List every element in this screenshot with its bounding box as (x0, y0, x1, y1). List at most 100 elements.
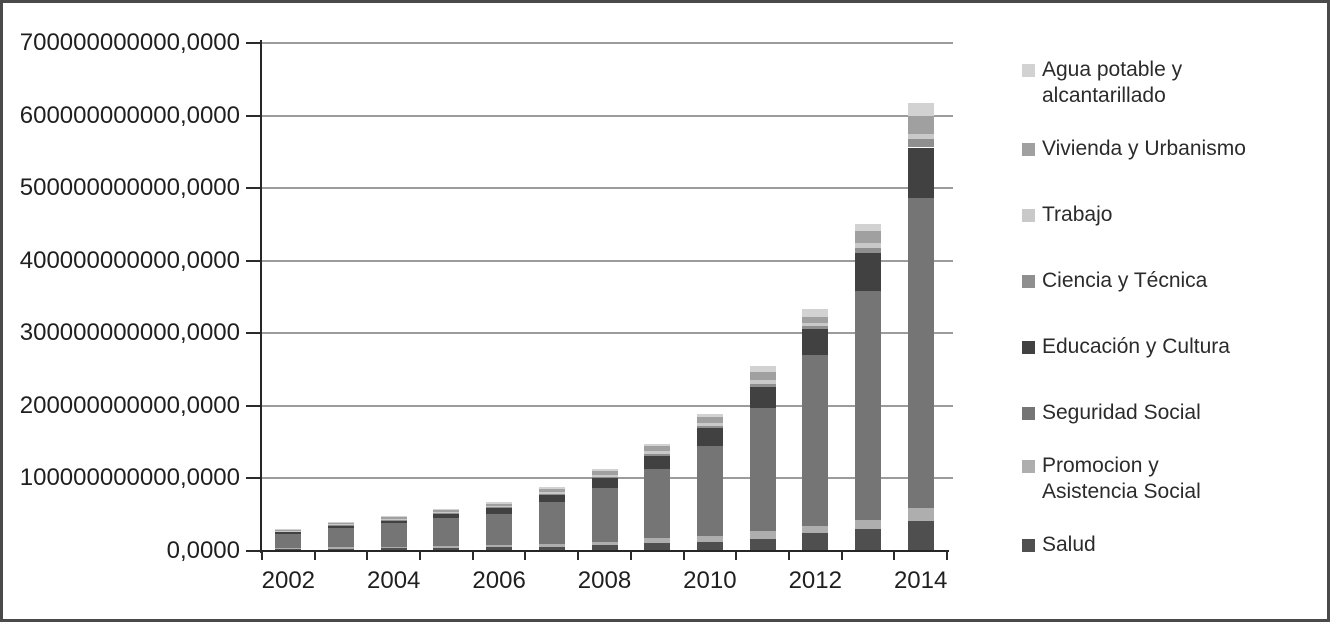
bar-segment-educacion-y-cultura (749, 386, 776, 409)
legend-label-educacion-y-cultura: Educación y Cultura (1042, 335, 1230, 358)
bar-segment-ciencia-y-tecnica (854, 248, 881, 254)
bar-segment-salud (802, 532, 829, 551)
bar-segment-trabajo (854, 243, 881, 249)
y-axis-line (260, 40, 262, 553)
x-axis-tick (735, 551, 738, 560)
bar-segment-promocion-y-asistencia-social (538, 543, 565, 547)
bar-segment-educacion-y-cultura (380, 520, 407, 524)
legend-item-inner: Promocion y Asistencia Social (1022, 453, 1254, 505)
legend-item-inner: Educación y Cultura (1022, 334, 1230, 360)
x-axis-tick (366, 551, 369, 560)
y-gridline (262, 332, 953, 335)
y-axis-label: 500000000000,0000 (19, 174, 240, 202)
bar-segment-trabajo (380, 518, 407, 520)
bar-segment-trabajo (802, 323, 829, 327)
bar-segment-vivienda-y-urbanismo (275, 529, 302, 531)
x-axis-tick (787, 551, 790, 560)
bar-segment-salud (696, 541, 723, 551)
legend-swatch-agua-potable-y-alcantarillado (1022, 64, 1035, 77)
bar-segment-agua-potable-y-alcantarillado (854, 223, 881, 231)
legend-item-educacion-y-cultura: Educación y Cultura (1022, 314, 1322, 380)
x-axis-label: 2002 (261, 567, 316, 594)
bar-segment-agua-potable-y-alcantarillado (328, 521, 355, 523)
bar-segment-promocion-y-asistencia-social (275, 548, 302, 550)
bar-segment-vivienda-y-urbanismo (328, 522, 355, 524)
bar-segment-vivienda-y-urbanismo (802, 317, 829, 324)
y-axis-label: 100000000000,0000 (19, 464, 240, 492)
x-axis-label: 2012 (788, 567, 842, 594)
legend-item-inner: Vivienda y Urbanismo (1022, 136, 1246, 162)
x-axis-tick (313, 551, 316, 560)
legend-item-ciencia-y-tecnica: Ciencia y Técnica (1022, 248, 1322, 314)
x-axis-tick (577, 551, 580, 560)
bar-segment-trabajo (433, 512, 460, 514)
bar-segment-promocion-y-asistencia-social (486, 544, 513, 548)
bar-segment-trabajo (591, 474, 618, 477)
bar-segment-trabajo (328, 524, 355, 525)
legend-item-promocion-y-asistencia-social: Promocion y Asistencia Social (1022, 446, 1322, 512)
bar-segment-seguridad-social (749, 408, 776, 532)
legend-swatch-seguridad-social (1022, 407, 1035, 420)
bar-segment-educacion-y-cultura (486, 508, 513, 514)
bar-segment-salud (380, 548, 407, 551)
bar-segment-ciencia-y-tecnica (328, 524, 355, 526)
legend-swatch-salud (1022, 539, 1035, 552)
y-axis-tick (246, 550, 261, 552)
bar-segment-promocion-y-asistencia-social (328, 547, 355, 549)
bar-segment-trabajo (696, 422, 723, 427)
y-gridline (262, 187, 953, 190)
bar-segment-vivienda-y-urbanismo (433, 510, 460, 513)
x-axis-label: 2010 (683, 567, 737, 594)
legend-item-vivienda-y-urbanismo: Vivienda y Urbanismo (1022, 116, 1322, 182)
legend-label-vivienda-y-urbanismo: Vivienda y Urbanismo (1042, 137, 1246, 160)
legend: Agua potable y alcantarillado Vivienda y … (1022, 50, 1322, 578)
bar-segment-promocion-y-asistencia-social (907, 508, 934, 522)
bar-segment-ciencia-y-tecnica (486, 507, 513, 509)
bar-segment-ciencia-y-tecnica (433, 513, 460, 514)
bar-segment-seguridad-social (486, 513, 513, 545)
x-axis-label: 2008 (577, 567, 632, 594)
bar-segment-educacion-y-cultura (275, 531, 302, 534)
y-gridline (262, 114, 953, 117)
bar-segment-promocion-y-asistencia-social (802, 525, 829, 533)
bar-segment-agua-potable-y-alcantarillado (275, 529, 302, 530)
bar-segment-trabajo (538, 492, 565, 495)
legend-item-inner: Seguridad Social (1022, 400, 1201, 426)
bar-segment-educacion-y-cultura (696, 428, 723, 446)
y-axis-label: 300000000000,0000 (19, 319, 240, 347)
bar-segment-salud (433, 548, 460, 551)
legend-item-salud: Salud (1022, 512, 1322, 578)
bar-segment-promocion-y-asistencia-social (696, 535, 723, 542)
bar-segment-vivienda-y-urbanismo (854, 230, 881, 244)
y-axis-tick (246, 42, 261, 44)
y-axis-tick (246, 114, 261, 117)
bar-segment-ciencia-y-tecnica (802, 326, 829, 329)
x-axis-tick (419, 551, 422, 560)
y-axis-tick (246, 477, 261, 480)
legend-item-inner: Trabajo (1022, 202, 1112, 228)
y-axis-label: 600000000000,0000 (19, 101, 240, 129)
x-axis-line (260, 550, 949, 552)
bar-segment-seguridad-social (907, 198, 934, 509)
bar-segment-seguridad-social (275, 533, 302, 549)
bar-segment-educacion-y-cultura (433, 513, 460, 519)
bar-segment-vivienda-y-urbanismo (486, 503, 513, 506)
bar-segment-agua-potable-y-alcantarillado (696, 413, 723, 418)
bar-segment-educacion-y-cultura (591, 478, 618, 488)
bar-segment-vivienda-y-urbanismo (696, 417, 723, 423)
x-axis-tick (261, 551, 263, 560)
bar-segment-ciencia-y-tecnica (907, 138, 934, 148)
bar-segment-salud (749, 538, 776, 551)
legend-item-trabajo: Trabajo (1022, 182, 1322, 248)
bar-segment-agua-potable-y-alcantarillado (591, 468, 618, 472)
x-axis-tick (682, 551, 685, 560)
bar-segment-salud (328, 548, 355, 551)
bar-segment-ciencia-y-tecnica (591, 476, 618, 479)
y-axis-tick (246, 404, 261, 407)
bar-segment-agua-potable-y-alcantarillado (486, 502, 513, 504)
bar-segment-seguridad-social (644, 468, 671, 538)
bar-segment-trabajo (486, 506, 513, 508)
bar-segment-trabajo (907, 133, 934, 139)
legend-swatch-educacion-y-cultura (1022, 341, 1035, 354)
